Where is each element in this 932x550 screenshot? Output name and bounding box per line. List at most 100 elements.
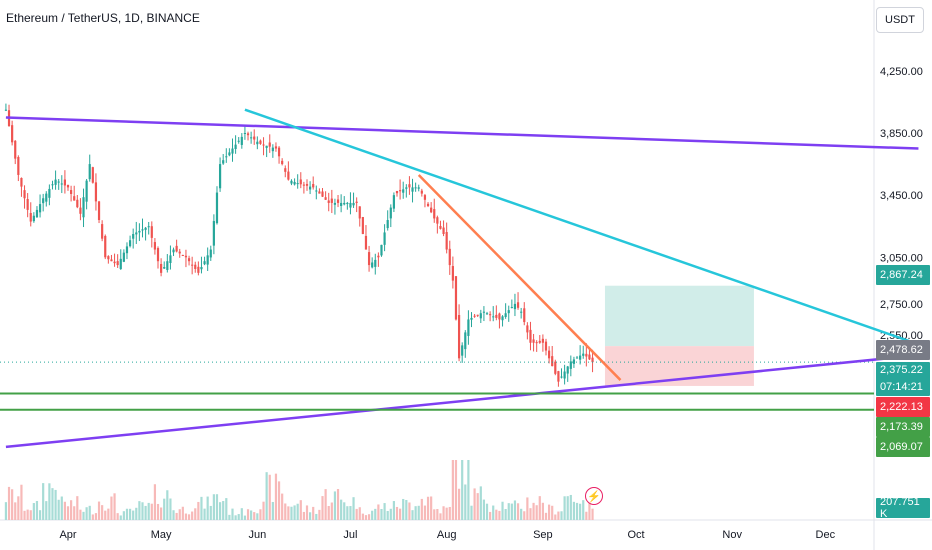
volume-bar (327, 505, 330, 520)
candle-body (97, 201, 101, 221)
candle-body (175, 245, 178, 252)
volume-bar (513, 500, 517, 520)
candle-body (451, 266, 454, 281)
volume-bar (222, 501, 225, 520)
candle-body (383, 232, 386, 245)
volume-bar (399, 508, 402, 520)
candle-body (333, 202, 337, 205)
candle-body (526, 325, 529, 333)
current-price-label: 2,375.22 07:14:21 (876, 362, 930, 396)
candle-body (237, 140, 240, 142)
volume-bar (287, 506, 290, 520)
x-tick-label: Apr (59, 529, 76, 541)
candle-body (563, 371, 566, 379)
candle-body (529, 329, 532, 343)
volume-bar (200, 496, 203, 520)
candle-body (485, 313, 489, 315)
candle-body (94, 182, 98, 202)
volume-bar (492, 505, 495, 520)
volume-bar (128, 508, 132, 520)
stop-price-label: 2,222.13 (876, 397, 930, 417)
volume-bar (265, 472, 268, 520)
volume-bar (349, 506, 352, 520)
candle-body (277, 147, 281, 157)
candle-body (79, 207, 82, 214)
position-profit-zone (604, 285, 754, 347)
candle-body (426, 203, 430, 207)
volume-bar (29, 510, 32, 520)
volume-bar (554, 514, 557, 520)
volume-bar (194, 508, 197, 520)
volume-bar (340, 499, 343, 520)
candle-body (116, 261, 119, 266)
candle-body (187, 258, 191, 262)
candle-body (367, 252, 371, 266)
volume-bar (169, 498, 172, 520)
volume-bar (411, 510, 414, 520)
volume-bar (520, 508, 523, 520)
candle-body (374, 259, 377, 267)
candle-body (268, 142, 271, 147)
candle-body (541, 338, 544, 343)
candle-body (209, 249, 212, 258)
candle-body (262, 144, 265, 146)
volume-bar (529, 508, 532, 520)
candle-body (20, 177, 23, 187)
volume-bar (184, 513, 188, 520)
volume-bar (504, 509, 507, 520)
candle-body (340, 202, 343, 206)
candle-body (532, 339, 535, 343)
currency-button[interactable]: USDT (876, 7, 924, 33)
volume-bar (383, 503, 386, 520)
volume-bar (32, 503, 35, 520)
current-price-value: 2,375.22 (880, 364, 923, 376)
volume-bar (569, 494, 572, 520)
volume-bar (374, 508, 377, 520)
volume-bar (138, 501, 141, 520)
volume-bar (256, 513, 259, 520)
volume-bar (501, 501, 504, 520)
volume-bar (246, 509, 250, 520)
candle-body (166, 261, 169, 270)
volume-bar (197, 501, 200, 520)
target-price-label: 2,867.24 (876, 265, 930, 285)
candle-body (265, 145, 268, 148)
volume-bar (591, 508, 594, 520)
volume-bar (551, 505, 554, 520)
volume-bar (582, 500, 585, 520)
volume-bar (166, 490, 169, 520)
candle-body (442, 227, 445, 234)
volume-bar (57, 499, 60, 520)
volume-bar (132, 510, 135, 520)
volume-bar (237, 514, 240, 520)
descending-trendline-short (417, 174, 622, 381)
volume-bar (346, 506, 349, 520)
candle-body (169, 255, 172, 264)
candle-body (66, 184, 70, 188)
candle-body (200, 267, 203, 270)
candle-body (32, 215, 35, 222)
volume-bar (97, 501, 101, 520)
volume-bar (402, 498, 405, 520)
y-tick-label: 2,750.00 (880, 299, 923, 311)
volume-bar (324, 489, 327, 520)
candle-body (63, 179, 66, 186)
volume-bar (308, 512, 312, 520)
volume-bar (11, 489, 14, 520)
volume-bar (79, 509, 82, 520)
volume-bar (110, 496, 113, 520)
candle-body (181, 255, 184, 257)
candle-body (141, 229, 144, 231)
candle-body (308, 186, 312, 190)
candle-body (231, 148, 234, 154)
candle-body (445, 232, 448, 250)
volume-bar (63, 501, 66, 520)
candle-body (38, 204, 42, 213)
candle-body (194, 264, 197, 269)
volume-bar (51, 488, 54, 520)
volume-bar (343, 502, 346, 520)
lightning-icon[interactable]: ⚡ (585, 487, 603, 505)
volume-bar (17, 496, 20, 520)
volume-bar (250, 510, 253, 520)
